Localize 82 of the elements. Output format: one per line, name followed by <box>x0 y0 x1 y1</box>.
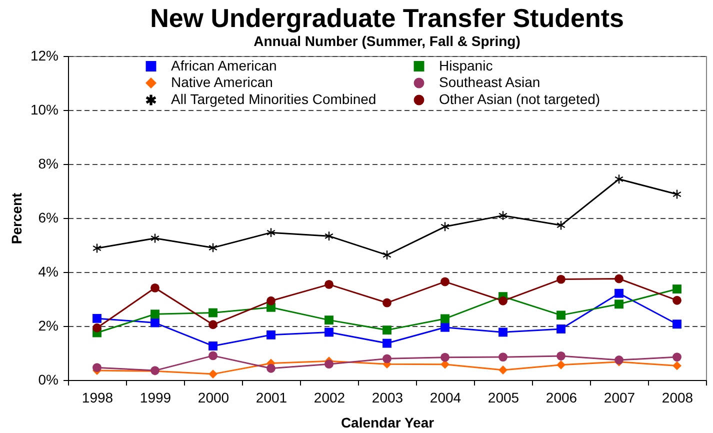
point <box>440 277 450 286</box>
y-tick-label: 8% <box>38 156 58 172</box>
point <box>150 318 160 328</box>
x-tick-label: 2004 <box>430 390 462 406</box>
point <box>672 361 682 370</box>
point <box>614 274 624 284</box>
point <box>382 354 392 364</box>
x-tick-label: 2005 <box>488 390 520 406</box>
y-tick-label: 6% <box>38 210 58 226</box>
x-tick-label: 2006 <box>546 390 578 406</box>
point <box>92 363 102 372</box>
point <box>150 283 160 292</box>
point <box>556 324 566 334</box>
y-tick-label: 0% <box>38 372 58 388</box>
point <box>382 338 392 348</box>
chart-title: New Undergraduate Transfer Students <box>150 3 624 33</box>
x-tick-label: 2002 <box>314 390 346 406</box>
legend-label: Southeast Asian <box>439 74 540 90</box>
point <box>150 234 160 243</box>
y-axis-title: Percent <box>8 192 24 244</box>
legend-label: Native American <box>171 74 273 90</box>
point <box>150 310 160 319</box>
point <box>614 174 624 184</box>
x-tick-label: 2008 <box>662 390 694 406</box>
point <box>92 323 102 332</box>
point <box>324 316 334 325</box>
point <box>672 190 682 199</box>
point <box>672 320 682 329</box>
legend-label: Other Asian (not targeted) <box>439 91 600 107</box>
point <box>556 310 566 320</box>
y-tick-label: 12% <box>30 48 58 64</box>
point <box>440 222 450 232</box>
y-tick-label: 2% <box>38 318 58 334</box>
x-tick-label: 1999 <box>140 390 172 406</box>
legend-label: Hispanic <box>439 57 493 74</box>
chart-subtitle: Annual Number (Summer, Fall & Spring) <box>254 33 520 49</box>
y-tick-label: 4% <box>38 264 58 280</box>
point <box>266 364 276 373</box>
x-tick-label: 2003 <box>372 390 404 406</box>
point <box>266 296 276 306</box>
point <box>382 250 392 260</box>
point <box>324 232 334 241</box>
point <box>382 326 392 335</box>
point <box>440 314 450 324</box>
point <box>92 244 102 253</box>
point <box>614 300 624 309</box>
point <box>440 322 450 332</box>
point <box>556 360 566 370</box>
point <box>208 308 218 318</box>
point <box>208 351 218 360</box>
legend-label: All Targeted Minorities Combined <box>171 91 376 107</box>
point <box>324 328 334 337</box>
point <box>556 274 566 284</box>
point <box>672 352 682 362</box>
point <box>498 296 508 306</box>
point <box>92 314 102 323</box>
point <box>208 243 218 252</box>
point <box>324 280 334 289</box>
point <box>266 228 276 238</box>
point <box>498 366 508 374</box>
point <box>208 342 218 350</box>
point <box>382 298 392 308</box>
point <box>556 352 566 360</box>
point <box>498 352 508 362</box>
point <box>324 360 334 369</box>
x-tick-label: 2001 <box>256 390 288 406</box>
point <box>440 352 450 362</box>
point <box>672 284 682 294</box>
point <box>614 288 624 298</box>
point <box>208 370 218 379</box>
point <box>498 328 508 337</box>
legend-label: African American <box>171 57 277 74</box>
x-tick-label: 1998 <box>82 390 114 406</box>
y-tick-label: 10% <box>30 102 58 118</box>
point <box>498 211 508 220</box>
point <box>266 330 276 340</box>
point <box>208 320 218 330</box>
point <box>672 296 682 305</box>
point <box>556 220 566 230</box>
x-tick-label: 2007 <box>604 390 636 406</box>
x-axis-title: Calendar Year <box>340 414 435 430</box>
x-tick-label: 2000 <box>198 390 230 406</box>
